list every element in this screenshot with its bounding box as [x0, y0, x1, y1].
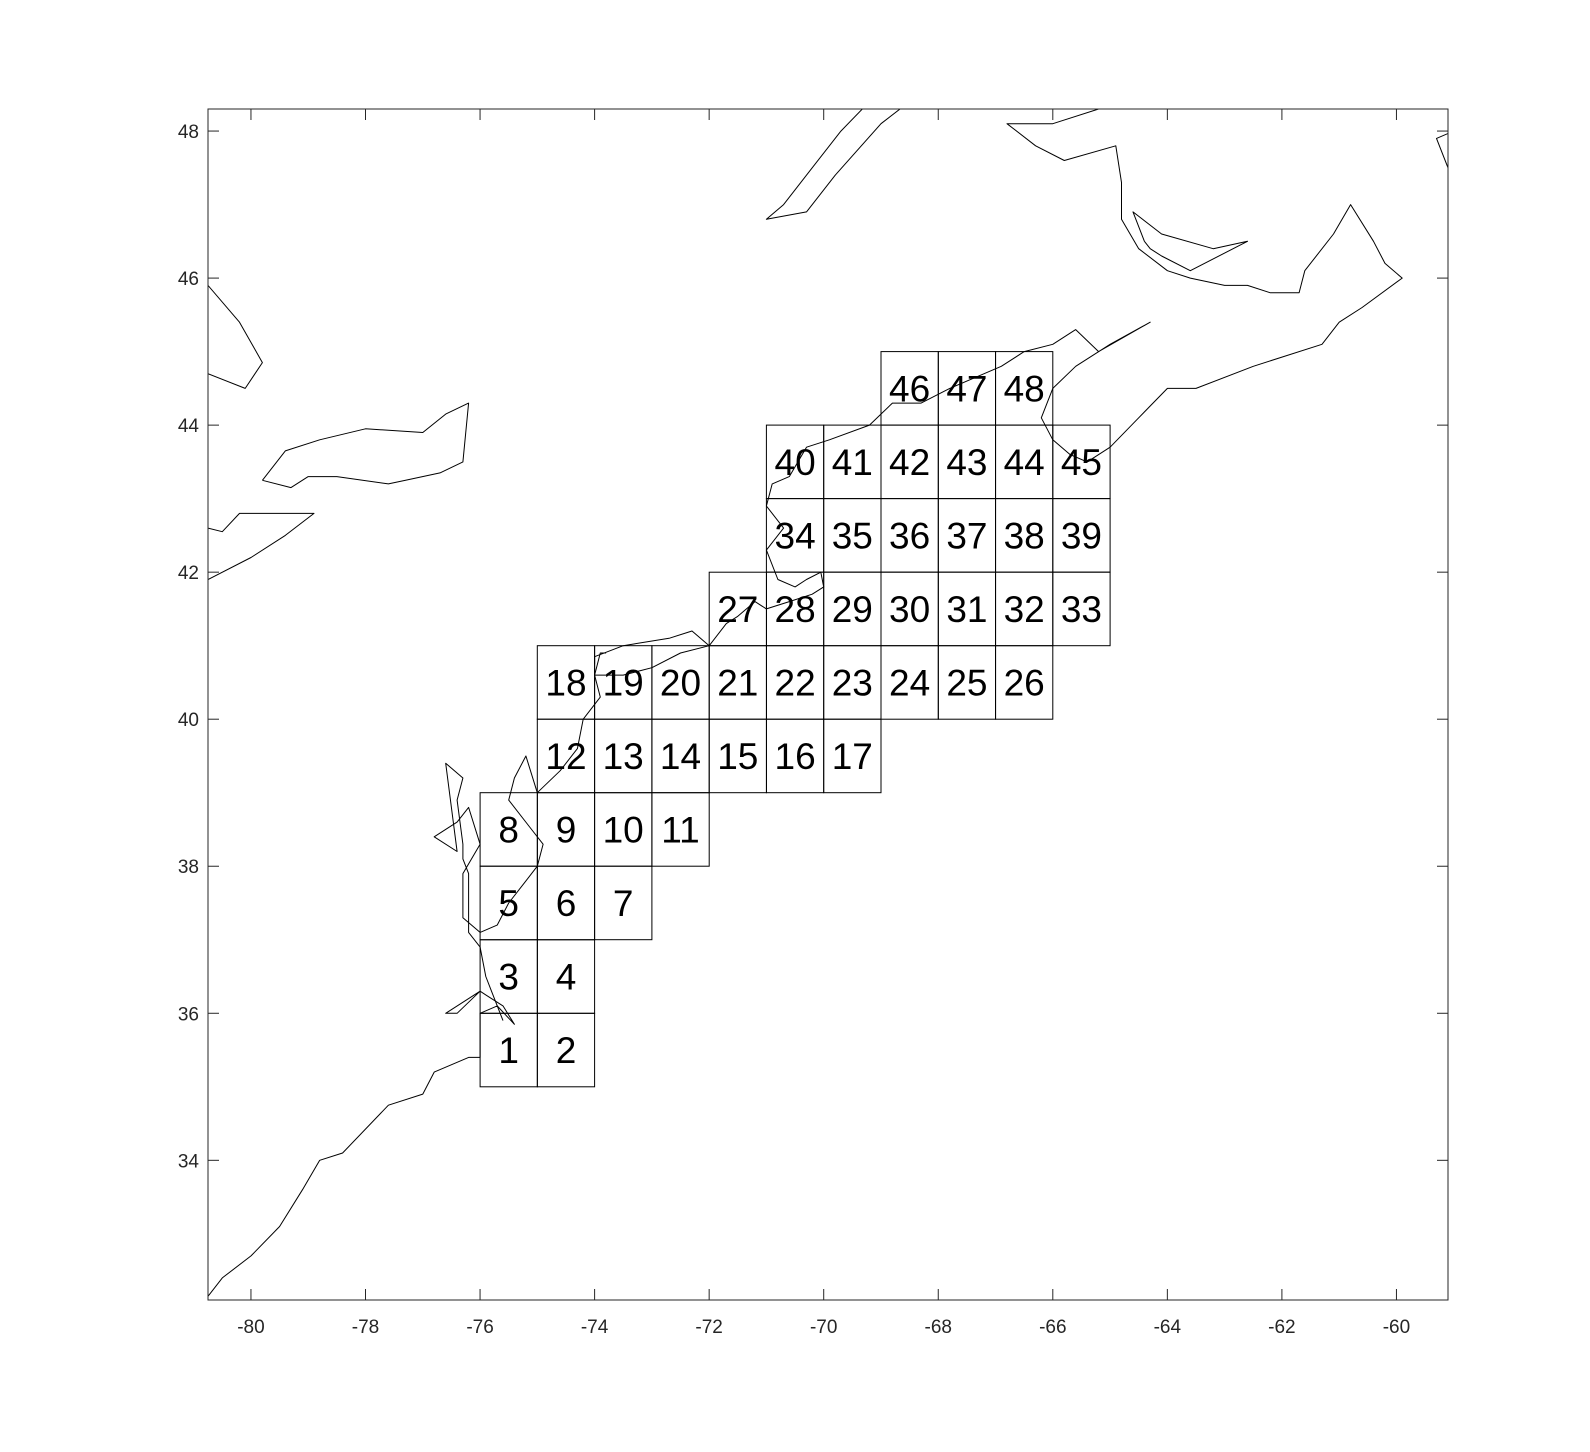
grid-cell-label-20: 20 [660, 662, 701, 703]
coastline-11 [208, 512, 315, 580]
grid-cell-label-19: 19 [603, 662, 644, 703]
grid-cell-label-4: 4 [556, 957, 577, 998]
grid-cell-label-22: 22 [775, 662, 816, 703]
grid-cell-label-16: 16 [775, 736, 816, 777]
coastline-layer [208, 109, 1448, 1297]
x-tick-label: -70 [810, 1317, 837, 1338]
y-tick-label: 34 [178, 1151, 200, 1172]
grid-cell-label-31: 31 [946, 589, 987, 630]
grid-cell-label-43: 43 [946, 442, 987, 483]
grid-cell-label-8: 8 [498, 810, 519, 851]
y-tick-label: 44 [178, 416, 200, 437]
grid-cell-label-32: 32 [1004, 589, 1045, 630]
coastline-3 [479, 652, 607, 933]
grid-cell-label-14: 14 [660, 736, 701, 777]
grid-cell-label-48: 48 [1004, 368, 1045, 409]
grid-cell-label-15: 15 [717, 736, 758, 777]
coastline-7 [1132, 211, 1248, 272]
x-tick-label: -64 [1154, 1317, 1182, 1338]
grid-cell-label-17: 17 [832, 736, 873, 777]
x-tick-label: -76 [466, 1317, 493, 1338]
coastline-2 [433, 762, 504, 1021]
grid-cell-label-41: 41 [832, 442, 873, 483]
coastline-6 [1006, 109, 1403, 463]
grid-cell-label-12: 12 [545, 736, 586, 777]
x-tick-label: -72 [695, 1317, 722, 1338]
grid-cell-label-9: 9 [556, 810, 577, 851]
grid-cell-label-7: 7 [613, 883, 634, 924]
grid-cell-label-23: 23 [832, 662, 873, 703]
y-tick-label: 36 [178, 1004, 199, 1025]
grid-cell-label-10: 10 [603, 810, 644, 851]
grid-cell-48 [995, 351, 1054, 426]
grid-cell-label-38: 38 [1004, 515, 1045, 556]
x-tick-label: -66 [1039, 1317, 1066, 1338]
y-tick-label: 46 [178, 269, 199, 290]
grid-cell-label-26: 26 [1004, 662, 1045, 703]
y-tick-label: 40 [178, 710, 199, 731]
x-tick-label: -68 [925, 1317, 952, 1338]
grid-cell-label-34: 34 [775, 515, 816, 556]
grid-cell-label-11: 11 [661, 810, 699, 851]
coastline-9 [208, 285, 263, 389]
plot-frame [207, 108, 1449, 1301]
x-tick-label: -78 [352, 1317, 379, 1338]
coastline-1 [208, 990, 515, 1297]
grid-cell-label-46: 46 [889, 368, 930, 409]
grid-cell-label-35: 35 [832, 515, 873, 556]
grid-cell-label-18: 18 [545, 662, 586, 703]
grid-cell-label-6: 6 [556, 883, 577, 924]
coastline-5 [708, 351, 1025, 647]
axis-ticks: -80 -78 -76 -74 -72 -70 -68 -66 -64 -62 -603436384… [178, 109, 1448, 1338]
grid-cell-label-24: 24 [889, 662, 930, 703]
grid-cell-label-37: 37 [946, 515, 987, 556]
x-tick-label: -80 [237, 1317, 264, 1338]
grid-cell-label-13: 13 [603, 736, 644, 777]
grid-cell-label-1: 1 [498, 1030, 519, 1071]
coastline-12 [1436, 132, 1448, 168]
grid-cell-label-42: 42 [889, 442, 930, 483]
coastline-8 [765, 109, 901, 220]
y-tick-label: 48 [178, 122, 199, 143]
grid-cell-label-47: 47 [946, 368, 987, 409]
y-tick-label: 42 [178, 563, 199, 584]
x-tick-label: -60 [1383, 1317, 1410, 1338]
x-tick-label: -74 [581, 1317, 609, 1338]
coastline-4 [594, 630, 710, 676]
grid-cell-label-3: 3 [498, 957, 519, 998]
grid-cell-label-25: 25 [946, 662, 987, 703]
grid-cell-label-28: 28 [775, 589, 816, 630]
grid-cell-label-36: 36 [889, 515, 930, 556]
grid-cell-label-45: 45 [1061, 442, 1102, 483]
grid-cell-label-44: 44 [1004, 442, 1045, 483]
grid-cell-label-33: 33 [1061, 589, 1102, 630]
grid-cell-label-30: 30 [889, 589, 930, 630]
coastline-10 [262, 402, 470, 489]
grid-cell-label-27: 27 [717, 589, 758, 630]
grid-cell-label-39: 39 [1061, 515, 1102, 556]
grid-cell-label-2: 2 [556, 1030, 577, 1071]
grid-cell-label-29: 29 [832, 589, 873, 630]
grid-cell-label-40: 40 [775, 442, 816, 483]
x-tick-label: -62 [1268, 1317, 1295, 1338]
grid-cell-label-21: 21 [717, 662, 758, 703]
y-tick-label: 38 [178, 857, 199, 878]
grid-cell-label-5: 5 [498, 883, 519, 924]
grid-cell-45 [1052, 424, 1111, 500]
